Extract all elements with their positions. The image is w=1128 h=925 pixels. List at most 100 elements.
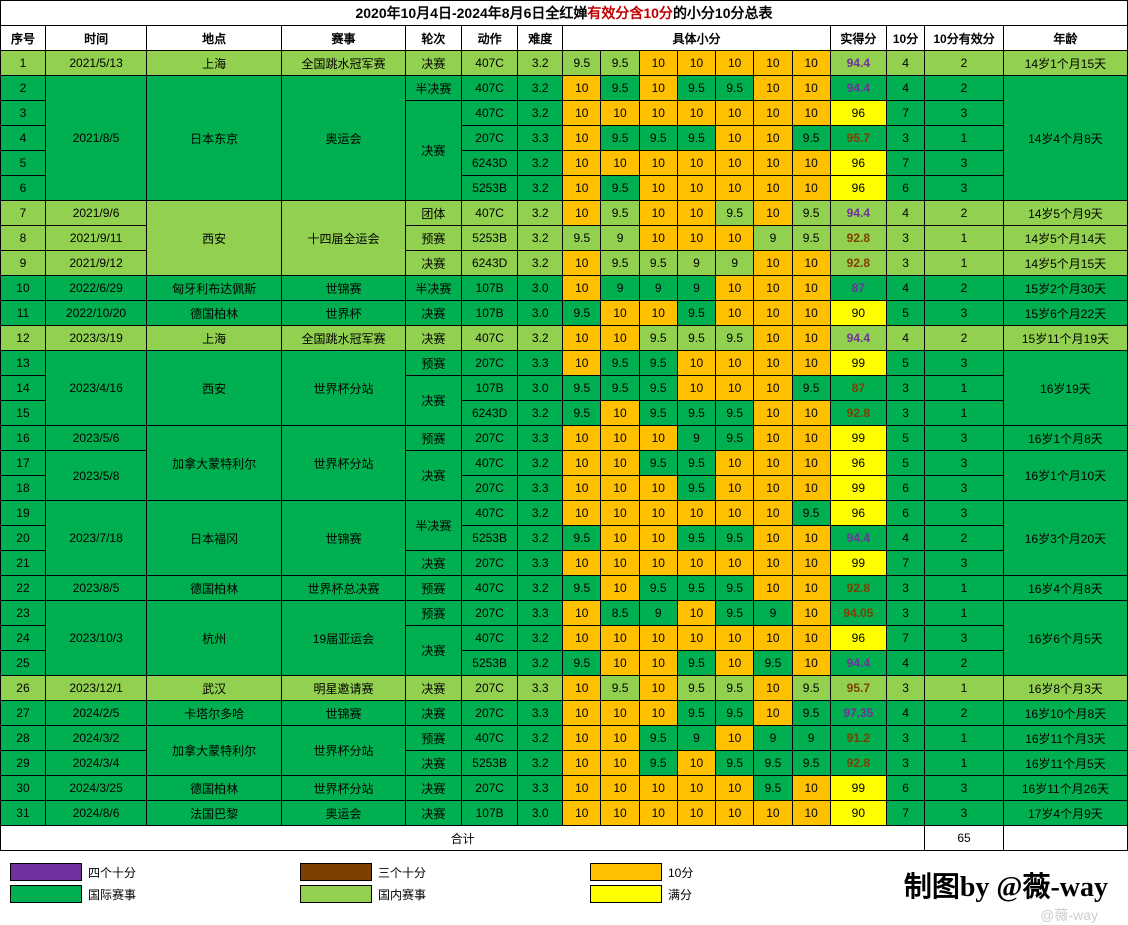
table-row: 222023/8/5德国柏林世界杯总决赛预赛407C3.29.5109.59.5… (1, 576, 1128, 601)
cell-score: 10 (639, 526, 677, 551)
cell-score: 10 (677, 101, 715, 126)
cell-loc: 武汉 (147, 676, 282, 701)
cell-tens: 3 (886, 676, 924, 701)
cell-score: 9.5 (677, 451, 715, 476)
cell-score: 10 (754, 376, 792, 401)
cell-total: 94.4 (830, 326, 886, 351)
cell-score: 10 (677, 376, 715, 401)
cell-loc: 加拿大蒙特利尔 (147, 426, 282, 501)
cell-score: 10 (716, 301, 754, 326)
hdr-date: 时间 (45, 26, 146, 51)
cell-age: 16岁11个月3天 (1003, 726, 1127, 751)
cell-score: 10 (563, 801, 601, 826)
cell-score: 9.5 (601, 176, 639, 201)
cell-event: 世界杯分站 (282, 351, 406, 426)
table-row: 282024/3/2加拿大蒙特利尔世界杯分站预赛407C3.210109.591… (1, 726, 1128, 751)
cell-loc: 德国柏林 (147, 301, 282, 326)
cell-score: 10 (601, 626, 639, 651)
cell-tens: 7 (886, 551, 924, 576)
swatch-orange (590, 863, 662, 881)
cell-age: 16岁1个月10天 (1003, 451, 1127, 501)
cell-event: 世锦赛 (282, 276, 406, 301)
cell-score: 9.5 (716, 426, 754, 451)
cell-total: 94.4 (830, 76, 886, 101)
cell-score: 10 (754, 401, 792, 426)
cell-diff: 3.2 (518, 101, 563, 126)
cell-total: 92.8 (830, 576, 886, 601)
cell-date: 2023/4/16 (45, 351, 146, 426)
cell-valid: 2 (925, 701, 1004, 726)
cell-score: 10 (754, 576, 792, 601)
cell-event: 世界杯分站 (282, 426, 406, 501)
cell-score: 10 (716, 176, 754, 201)
cell-score: 9.5 (563, 526, 601, 551)
cell-score: 9.5 (716, 676, 754, 701)
cell-score: 10 (639, 501, 677, 526)
cell-score: 10 (792, 176, 830, 201)
cell-tens: 4 (886, 526, 924, 551)
cell-total: 96 (830, 451, 886, 476)
cell-valid: 3 (925, 776, 1004, 801)
cell-score: 10 (754, 701, 792, 726)
cell-score: 9.5 (639, 451, 677, 476)
cell-score: 9.5 (677, 476, 715, 501)
cell-event: 世锦赛 (282, 501, 406, 576)
cell-score: 10 (754, 551, 792, 576)
cell-tens: 3 (886, 726, 924, 751)
cell-tens: 4 (886, 201, 924, 226)
cell-score: 10 (639, 151, 677, 176)
cell-round: 半决赛 (405, 501, 461, 551)
cell-valid: 3 (925, 551, 1004, 576)
cell-score: 9.5 (677, 76, 715, 101)
cell-act: 107B (462, 301, 518, 326)
hdr-round: 轮次 (405, 26, 461, 51)
cell-score: 10 (716, 451, 754, 476)
cell-score: 9.5 (716, 751, 754, 776)
table-row: 272024/2/5卡塔尔多哈世锦赛决赛207C3.31010109.59.51… (1, 701, 1128, 726)
cell-score: 10 (677, 501, 715, 526)
cell-score: 10 (792, 326, 830, 351)
cell-date: 2023/7/18 (45, 501, 146, 576)
cell-seq: 5 (1, 151, 46, 176)
cell-score: 9.5 (716, 76, 754, 101)
cell-score: 10 (792, 426, 830, 451)
cell-score: 10 (716, 126, 754, 151)
cell-score: 9.5 (639, 376, 677, 401)
cell-score: 9.5 (754, 651, 792, 676)
cell-score: 9.5 (792, 501, 830, 526)
cell-score: 10 (716, 276, 754, 301)
cell-score: 10 (563, 551, 601, 576)
cell-score: 10 (754, 626, 792, 651)
cell-tens: 6 (886, 776, 924, 801)
cell-diff: 3.2 (518, 201, 563, 226)
table-row: 192023/7/18日本福冈世锦赛半决赛407C3.2101010101010… (1, 501, 1128, 526)
swatch-yellow (590, 885, 662, 903)
cell-score: 10 (754, 501, 792, 526)
cell-tens: 3 (886, 226, 924, 251)
cell-event: 全国跳水冠军赛 (282, 326, 406, 351)
cell-score: 10 (792, 151, 830, 176)
cell-score: 10 (563, 701, 601, 726)
cell-score: 10 (677, 351, 715, 376)
hdr-detail: 具体小分 (563, 26, 831, 51)
cell-score: 10 (754, 801, 792, 826)
cell-score: 10 (639, 676, 677, 701)
cell-round: 预赛 (405, 576, 461, 601)
cell-valid: 3 (925, 351, 1004, 376)
cell-valid: 1 (925, 251, 1004, 276)
cell-score: 9.5 (601, 376, 639, 401)
cell-seq: 20 (1, 526, 46, 551)
cell-tens: 3 (886, 601, 924, 626)
cell-diff: 3.3 (518, 676, 563, 701)
cell-score: 10 (639, 701, 677, 726)
hdr-valid: 10分有效分 (925, 26, 1004, 51)
cell-loc: 西安 (147, 201, 282, 276)
cell-diff: 3.3 (518, 551, 563, 576)
cell-total: 99 (830, 776, 886, 801)
cell-tens: 5 (886, 301, 924, 326)
cell-score: 10 (754, 326, 792, 351)
cell-total: 99 (830, 551, 886, 576)
cell-total: 94.4 (830, 526, 886, 551)
cell-score: 10 (792, 76, 830, 101)
cell-score: 10 (716, 801, 754, 826)
